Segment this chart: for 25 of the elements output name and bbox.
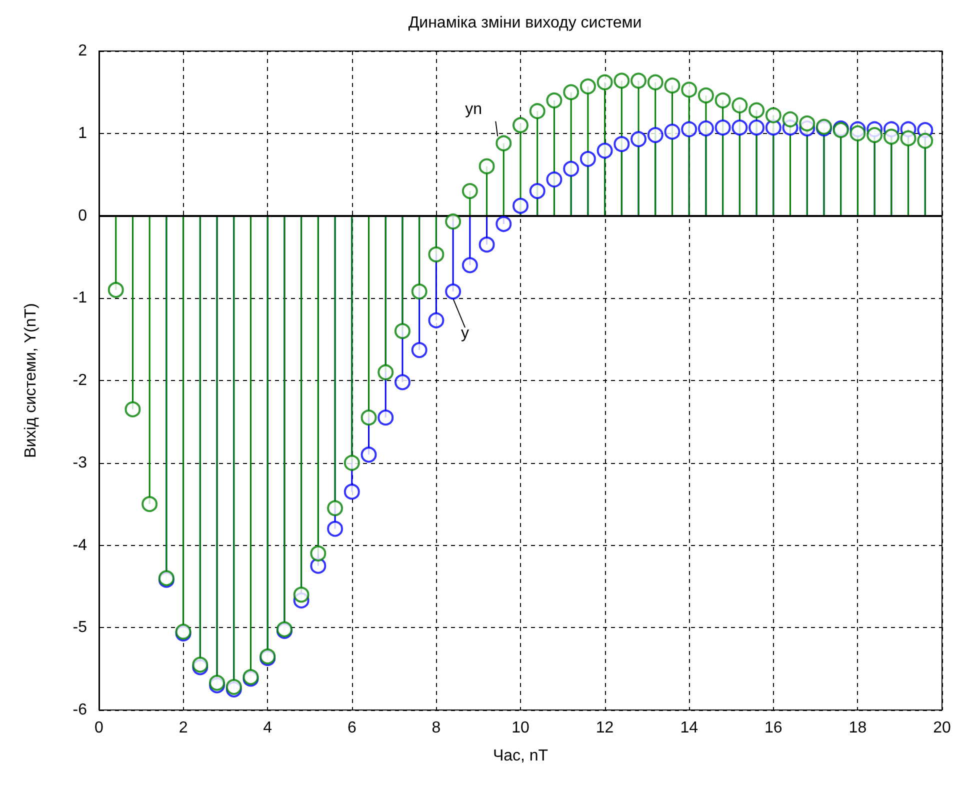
chart-title: Динаміка зміни виходу системи — [408, 14, 642, 32]
x-axis-title: Час, nT — [492, 748, 548, 764]
y-tick-label: -3 — [72, 454, 88, 472]
x-tick-label: 2 — [178, 720, 188, 736]
x-tick-label: 16 — [764, 720, 782, 736]
x-tick-label: 12 — [596, 720, 614, 736]
y-tick-label: 2 — [78, 42, 88, 60]
y-tick-label: -1 — [72, 290, 88, 307]
x-tick-label: 0 — [94, 720, 104, 736]
annotation: y — [461, 325, 470, 342]
y-tick-label: 1 — [78, 124, 88, 142]
y-axis-title: Вихід системи, Y(nT) — [22, 303, 40, 458]
x-tick-label: 10 — [512, 720, 530, 736]
y-tick-label: -2 — [72, 372, 88, 389]
x-tick-label: 6 — [347, 720, 356, 736]
annotation: yn — [465, 100, 482, 118]
x-tick-label: 14 — [680, 720, 698, 736]
y-tick-label: -4 — [72, 536, 88, 554]
x-tick-label: 18 — [848, 720, 867, 736]
x-tick-label: 8 — [432, 720, 441, 736]
x-tick-label: 4 — [263, 720, 272, 736]
y-tick-label: -6 — [72, 702, 88, 718]
y-tick-label: -5 — [72, 619, 88, 636]
x-tick-label: 20 — [933, 720, 951, 736]
y-tick-label: 0 — [78, 207, 88, 224]
